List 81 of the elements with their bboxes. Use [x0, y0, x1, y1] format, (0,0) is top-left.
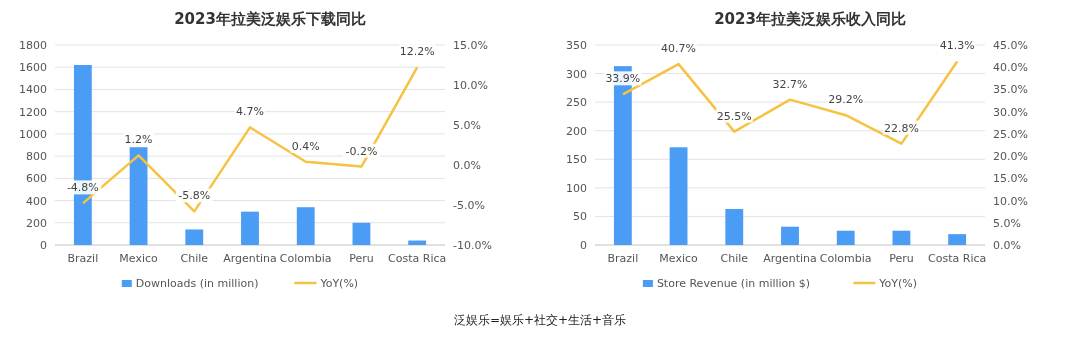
- bar: [948, 234, 967, 245]
- y2-tick-label: 10.0%: [453, 79, 488, 92]
- text: 泛娱乐=娱乐+社交+生活+音乐: [452, 312, 628, 329]
- data-label: -4.8%: [66, 181, 99, 195]
- data-label: 1.2%: [124, 133, 153, 147]
- data-label: -0.2%: [345, 144, 378, 158]
- y2-tick-label: 15.0%: [453, 39, 488, 52]
- bar: [241, 211, 259, 245]
- data-label: 40.7%: [661, 42, 697, 56]
- y2-tick-label: 10.0%: [993, 194, 1028, 208]
- y-tick-label: 350: [566, 39, 587, 52]
- legend-label: YoY(%): [319, 277, 359, 290]
- x-tick-label: Costa Rica: [928, 252, 987, 265]
- y2-tick-label: 0.0%: [453, 159, 481, 172]
- data-label: 22.8%: [883, 121, 919, 135]
- data-label: 12.2%: [399, 45, 435, 59]
- bar: [836, 230, 855, 245]
- y-tick-label: 1800: [19, 39, 47, 52]
- y2-tick-label: -10.0%: [453, 239, 492, 252]
- bar: [725, 209, 744, 245]
- y-tick-label: 50: [573, 210, 587, 224]
- data-label: 33.9%: [605, 72, 641, 86]
- x-tick-label: Chile: [180, 252, 209, 265]
- legend-label: YoY(%): [878, 277, 918, 290]
- x-tick-label: Mexico: [119, 252, 159, 265]
- y-tick-label: 600: [26, 172, 47, 186]
- y-tick-label: 200: [566, 124, 587, 138]
- bar: [129, 147, 148, 245]
- x-tick-label: Peru: [889, 252, 914, 265]
- y2-tick-label: 25.0%: [993, 127, 1028, 141]
- data-label: 25.5%: [716, 109, 752, 123]
- x-tick-label: Argentina: [763, 252, 817, 265]
- data-label: 0.4%: [291, 139, 320, 153]
- y2-tick-label: 20.0%: [993, 150, 1028, 164]
- y-tick-label: 150: [566, 153, 587, 167]
- y-tick-label: 1200: [19, 105, 47, 119]
- legend-label: Downloads (in million): [135, 277, 259, 290]
- y-tick-label: 1000: [19, 127, 47, 141]
- y2-tick-label: 45.0%: [993, 39, 1028, 52]
- x-tick-label: Chile: [720, 252, 749, 265]
- data-label: 32.7%: [772, 77, 808, 91]
- y-tick-label: 250: [566, 96, 587, 110]
- y-tick-label: 1400: [19, 83, 47, 97]
- data-label: 41.3%: [939, 39, 975, 53]
- y2-tick-label: 35.0%: [993, 83, 1028, 97]
- y-tick-label: 300: [566, 67, 587, 81]
- x-tick-label: Colombia: [279, 252, 332, 265]
- x-tick-label: Argentina: [223, 252, 277, 265]
- y2-tick-label: 5.0%: [993, 216, 1021, 230]
- bar: [185, 229, 204, 245]
- bar: [781, 226, 799, 245]
- bar: [892, 230, 911, 245]
- y-tick-label: 100: [566, 181, 587, 195]
- y-tick-label: 0: [40, 239, 47, 252]
- bar: [296, 207, 315, 245]
- data-label: -5.8%: [178, 189, 211, 203]
- x-tick-label: Mexico: [659, 252, 699, 265]
- y2-tick-label: -5.0%: [453, 199, 485, 212]
- y2-tick-label: 15.0%: [993, 172, 1028, 186]
- y2-tick-label: 0.0%: [993, 239, 1021, 252]
- y2-tick-label: 40.0%: [993, 61, 1028, 75]
- data-label: 4.7%: [236, 105, 264, 119]
- y-tick-label: 200: [26, 216, 47, 230]
- y2-tick-label: 30.0%: [993, 105, 1028, 119]
- x-tick-label: Brazil: [607, 252, 639, 265]
- x-tick-label: Colombia: [819, 252, 872, 265]
- y-tick-label: 400: [26, 194, 47, 208]
- chart-title: 2023年拉美泛娱乐下载同比: [174, 10, 366, 28]
- legend-label: Store Revenue (in million $): [656, 277, 811, 290]
- bar: [408, 240, 427, 245]
- bar: [669, 147, 688, 245]
- x-tick-label: Peru: [349, 252, 374, 265]
- data-label: 29.2%: [828, 93, 864, 107]
- chart-title: 2023年拉美泛娱乐收入同比: [714, 10, 906, 28]
- x-tick-label: Costa Rica: [388, 252, 447, 265]
- y-tick-label: 800: [26, 150, 47, 164]
- bar: [352, 222, 371, 245]
- y-tick-label: 0: [580, 239, 587, 252]
- y-tick-label: 1600: [19, 61, 47, 75]
- y2-tick-label: 5.0%: [453, 119, 481, 132]
- x-tick-label: Brazil: [67, 252, 99, 265]
